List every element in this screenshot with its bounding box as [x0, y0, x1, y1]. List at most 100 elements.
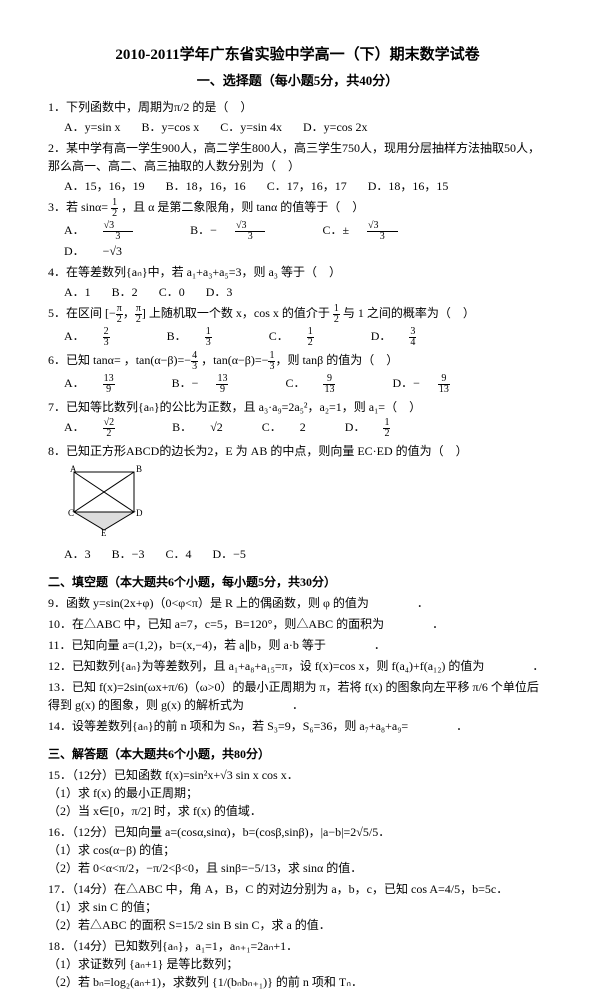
q1-opt-b: B．y=cos x	[141, 118, 199, 136]
q5-a-d: 3	[103, 338, 110, 348]
diagram-label-e: E	[101, 528, 107, 536]
question-3: 3．若 sinα= 12 ，且 α 是第二象限角，则 tanα 的值等于（ ） …	[48, 198, 547, 260]
question-5: 5．在区间 [−π2，π2] 上随机取一个数 x，cos x 的值介于 12 与…	[48, 304, 547, 348]
q5-opt-c: C．12	[269, 327, 350, 348]
question-10: 10．在△ABC 中，已知 a=7，c=5，B=120°，则△ABC 的面积为 …	[48, 615, 547, 633]
question-6: 6．已知 tanα= ，tan(α−β)=−43 ，tan(α−β)=−13，则…	[48, 351, 547, 395]
section-1-head: 一、选择题（每小题5分，共40分）	[48, 71, 547, 91]
q3-sin-d: 2	[111, 209, 118, 219]
q6-b: ，则 tanβ 的值为（ ）	[275, 353, 398, 367]
q6-opt-c: C．913	[285, 374, 371, 395]
q6-a: 6．已知 tanα= ，tan(α−β)=−	[48, 353, 191, 367]
q6-opt-b: B．−139	[172, 374, 265, 395]
q4-opt-c: C．0	[159, 283, 185, 301]
q6-d-pre: D．−	[392, 374, 419, 392]
q1-stem: 1．下列函数中，周期为π/2 的是（ ）	[48, 100, 252, 114]
q5-d-pre: D．	[371, 327, 392, 345]
q8-diagram: A B C D E	[64, 464, 547, 541]
diagram-label-c: C	[68, 508, 74, 518]
question-14: 14．设等差数列{aₙ}的前 n 项和为 Sₙ，若 S₃=9，S₆=36，则 a…	[48, 717, 547, 735]
q7-b-v: √2	[210, 418, 223, 436]
q18-p1: （1）求证数列 {aₙ+1} 是等比数列；	[48, 955, 547, 973]
q3-opt-a: A．√33	[64, 221, 169, 242]
q3-d-pre: D．	[64, 242, 85, 260]
q7-opt-b: B．√2	[172, 418, 241, 436]
question-13: 13．已知 f(x)=2sin(ωx+π/6)（ω>0）的最小正周期为 π，若将…	[48, 678, 547, 714]
q8-opt-c: C．4	[165, 545, 191, 563]
question-12: 12．已知数列{aₙ}为等差数列，且 a₁+a₈+a₁₅=π，设 f(x)=co…	[48, 657, 547, 675]
q7-a-pre: A．	[64, 418, 85, 436]
q3-c-n: 3	[374, 221, 379, 231]
q5-a: 5．在区间 [−	[48, 306, 116, 320]
q5-a-pre: A．	[64, 327, 85, 345]
question-15: 15．（12分）已知函数 f(x)=sin²x+√3 sin x cos x． …	[48, 766, 547, 820]
q3-a-pre: A．	[64, 221, 85, 239]
question-17: 17．（14分）在△ABC 中，角 A，B，C 的对边分别为 a，b，c，已知 …	[48, 880, 547, 934]
q6-b-d: 9	[216, 385, 228, 395]
q7-c-pre: C．	[262, 418, 282, 436]
q3-opt-c: C．±√33	[322, 221, 433, 242]
q2-stem: 2．某中学有高一学生900人，高二学生800人，高三学生750人，现用分层抽样方…	[48, 141, 540, 173]
q7-a-d: 2	[103, 429, 116, 439]
q6-opt-a: A．139	[64, 374, 151, 395]
q3-b-pre: B．−	[190, 221, 217, 239]
diagram-label-b: B	[136, 464, 142, 474]
diagram-label-a: A	[70, 464, 77, 474]
q5-b-d: 3	[205, 338, 212, 348]
q5-b-pre: B．	[167, 327, 187, 345]
q7-opt-d: D．12	[345, 418, 427, 439]
q5-pd: 2	[116, 315, 123, 325]
q3-b-d: 3	[235, 232, 266, 242]
q16-p2: （2）若 0<α<π/2，−π/2<β<0，且 sinβ=−5/13，求 sin…	[48, 859, 547, 877]
q6-stem: 6．已知 tanα= ，tan(α−β)=−43 ，tan(α−β)=−13，则…	[48, 353, 398, 367]
diagram-label-d: D	[136, 508, 143, 518]
q3-stem-a: 3．若 sinα= 12 ，且 α 是第二象限角，则 tanα 的值等于（ ）	[48, 200, 364, 214]
q15-stem: 15．（12分）已知函数 f(x)=sin²x+√3 sin x cos x．	[48, 766, 547, 784]
q2-opt-c: C．17，16，17	[267, 177, 347, 195]
q3-b-n: 3	[241, 221, 246, 231]
q5-opt-b: B．13	[167, 327, 248, 348]
q5-d-d: 4	[409, 338, 416, 348]
doc-title-1: 2010-2011学年广东省实验中学高一（下）期末数学试卷	[48, 44, 547, 67]
q5-c: ] 上随机取一个数 x，cos x 的值介于	[142, 306, 333, 320]
q8-opt-d: D．−5	[212, 545, 245, 563]
q17-stem: 17．（14分）在△ABC 中，角 A，B，C 的对边分别为 a，b，c，已知 …	[48, 880, 547, 898]
q16-stem: 16．（12分）已知向量 a=(cosα,sinα)，b=(cosβ,sinβ)…	[48, 823, 547, 841]
q2-opt-a: A．15，16，19	[64, 177, 145, 195]
q1-opt-a: A．y=sin x	[64, 118, 120, 136]
q16-p1: （1）求 cos(α−β) 的值；	[48, 841, 547, 859]
q17-p1: （1）求 sin C 的值；	[48, 898, 547, 916]
q5-hd: 2	[333, 315, 340, 325]
q6-opt-d: D．−913	[392, 374, 485, 395]
q3-a-n: 3	[109, 221, 114, 231]
section-2-head: 二、填空题（本大题共6个小题，每小题5分，共30分）	[48, 573, 547, 591]
q6-c-pre: C．	[285, 374, 305, 392]
question-11: 11．已知向量 a=(1,2)，b=(x,−4)，若 a∥b，则 a·b 等于 …	[48, 636, 547, 654]
q6-b-pre: B．−	[172, 374, 199, 392]
q8-stem: 8．已知正方形ABCD的边长为2，E 为 AB 的中点，则向量 EC·ED 的值…	[48, 444, 468, 458]
q6-tad: 3	[191, 362, 198, 372]
q3-a-d: 3	[103, 232, 134, 242]
q2-opt-d: D．18，16，15	[368, 177, 449, 195]
q7-stem: 7．已知等比数列{aₙ}的公比为正数，且 a₃·a₉=2a₅²，a₂=1，则 a…	[48, 400, 421, 414]
question-1: 1．下列函数中，周期为π/2 的是（ ） A．y=sin x B．y=cos x…	[48, 98, 547, 136]
q5-pd2: 2	[135, 315, 142, 325]
q5-b: ，	[123, 306, 135, 320]
section-3-head: 三、解答题（本大题共6个小题，共80分）	[48, 745, 547, 763]
q5-stem: 5．在区间 [−π2，π2] 上随机取一个数 x，cos x 的值介于 12 与…	[48, 306, 475, 320]
q3-c-pre: C．±	[322, 221, 349, 239]
q1-opt-c: C．y=sin 4x	[220, 118, 282, 136]
q18-p2: （2）若 bₙ=log₂(aₙ+1)，求数列 {1/(bₙbₙ₊₁)} 的前 n…	[48, 973, 547, 991]
q7-d-d: 2	[383, 429, 390, 439]
question-9: 9．函数 y=sin(2x+φ)（0<φ<π）是 R 上的偶函数，则 φ 的值为…	[48, 594, 547, 612]
q3-opt-d: D．−√3	[64, 242, 140, 260]
q5-d: 与 1 之间的概率为（ ）	[340, 306, 475, 320]
q18-stem: 18．（14分）已知数列{aₙ}，a₁=1，aₙ₊₁=2aₙ+1．	[48, 937, 547, 955]
q7-opt-a: A．√22	[64, 418, 151, 439]
question-7: 7．已知等比数列{aₙ}的公比为正数，且 a₃·a₉=2a₅²，a₂=1，则 a…	[48, 398, 547, 439]
question-8: 8．已知正方形ABCD的边长为2，E 为 AB 的中点，则向量 EC·ED 的值…	[48, 442, 547, 563]
question-2: 2．某中学有高一学生900人，高二学生800人，高三学生750人，现用分层抽样方…	[48, 139, 547, 195]
q4-opt-d: D．3	[206, 283, 233, 301]
q8-opt-a: A．3	[64, 545, 91, 563]
q6-c-d: 13	[323, 385, 335, 395]
